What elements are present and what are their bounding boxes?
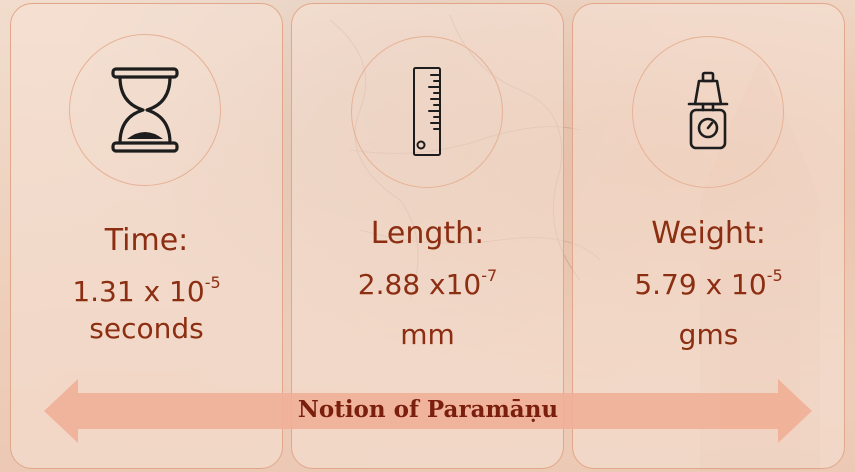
length-value: 2.88 x10-7	[292, 268, 563, 302]
weight-value: 5.79 x 10-5	[573, 268, 844, 302]
length-value-base: 2.88 x10	[357, 268, 482, 301]
time-icon-circle	[69, 34, 221, 186]
length-icon-circle	[351, 36, 503, 188]
ruler-icon	[413, 67, 441, 156]
time-value-exponent: -5	[204, 273, 221, 292]
time-value: 1.31 x 10-5	[11, 275, 282, 309]
time-value-base: 1.31 x 10	[72, 275, 205, 308]
weight-icon-circle	[632, 36, 784, 188]
time-label: Time:	[104, 223, 189, 258]
length-unit: mm	[400, 318, 455, 351]
hourglass-icon	[111, 67, 179, 153]
weight-value-base: 5.79 x 10	[634, 268, 767, 301]
time-unit: seconds	[89, 312, 204, 345]
time-card: Time: 1.31 x 10-5 seconds	[10, 3, 283, 469]
length-value-exponent: -7	[481, 266, 498, 285]
weighing-scale-icon	[687, 71, 729, 150]
length-card: Length: 2.88 x10-7 mm	[291, 3, 564, 469]
banner-title: Notion of Paramāṇu	[297, 396, 559, 423]
weight-card: Weight: 5.79 x 10-5 gms	[572, 3, 845, 469]
double-arrow-banner	[44, 379, 812, 443]
weight-label: Weight:	[651, 216, 766, 251]
weight-value-exponent: -5	[766, 266, 783, 285]
length-label: Length:	[370, 216, 485, 251]
weight-unit: gms	[678, 318, 739, 351]
